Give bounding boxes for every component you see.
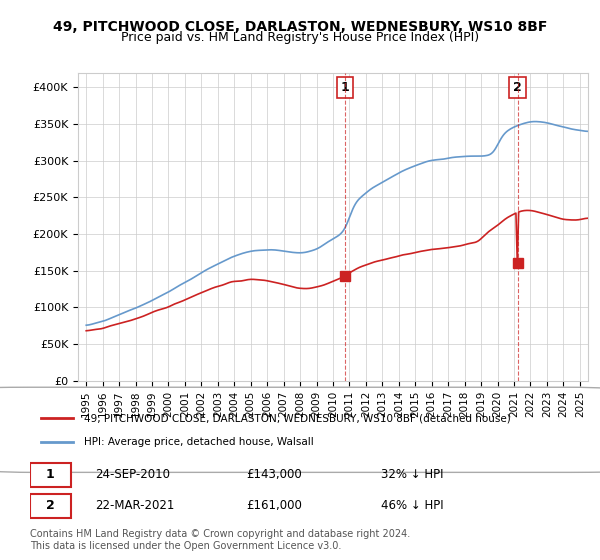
Text: 22-MAR-2021: 22-MAR-2021 <box>95 500 174 512</box>
FancyBboxPatch shape <box>30 494 71 518</box>
Text: 24-SEP-2010: 24-SEP-2010 <box>95 469 170 482</box>
Text: 32% ↓ HPI: 32% ↓ HPI <box>381 469 443 482</box>
Text: 2: 2 <box>46 500 55 512</box>
Text: 1: 1 <box>341 81 349 94</box>
Text: Contains HM Land Registry data © Crown copyright and database right 2024.
This d: Contains HM Land Registry data © Crown c… <box>30 529 410 551</box>
Text: Price paid vs. HM Land Registry's House Price Index (HPI): Price paid vs. HM Land Registry's House … <box>121 31 479 44</box>
Text: 49, PITCHWOOD CLOSE, DARLASTON, WEDNESBURY, WS10 8BF (detached house): 49, PITCHWOOD CLOSE, DARLASTON, WEDNESBU… <box>84 413 511 423</box>
Text: £143,000: £143,000 <box>246 469 302 482</box>
Text: 2: 2 <box>513 81 522 94</box>
Text: 1: 1 <box>46 469 55 482</box>
FancyBboxPatch shape <box>30 463 71 487</box>
Text: 46% ↓ HPI: 46% ↓ HPI <box>381 500 443 512</box>
Text: HPI: Average price, detached house, Walsall: HPI: Average price, detached house, Wals… <box>84 436 314 446</box>
Text: £161,000: £161,000 <box>246 500 302 512</box>
Text: 49, PITCHWOOD CLOSE, DARLASTON, WEDNESBURY, WS10 8BF: 49, PITCHWOOD CLOSE, DARLASTON, WEDNESBU… <box>53 20 547 34</box>
